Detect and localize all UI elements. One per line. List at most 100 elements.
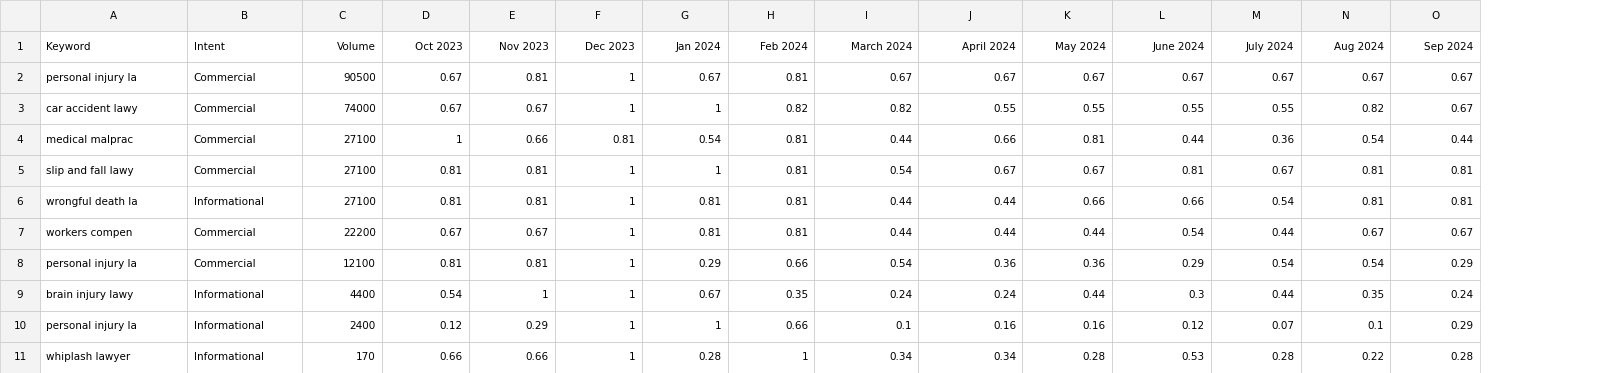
Text: 0.36: 0.36: [994, 259, 1016, 269]
Text: Volume: Volume: [338, 42, 376, 51]
Bar: [1211, 124, 1301, 156]
Text: 0.35: 0.35: [786, 290, 808, 300]
Text: 0.44: 0.44: [994, 197, 1016, 207]
Bar: [728, 342, 814, 373]
Bar: [642, 311, 728, 342]
Text: May 2024: May 2024: [1054, 42, 1106, 51]
Bar: [642, 156, 728, 186]
Bar: [1211, 0, 1301, 31]
Text: Informational: Informational: [194, 322, 264, 331]
Text: 1: 1: [629, 73, 635, 83]
Bar: [1112, 217, 1211, 249]
Text: brain injury lawy: brain injury lawy: [46, 290, 134, 300]
Bar: [0, 342, 40, 373]
Bar: [469, 62, 555, 93]
Bar: [40, 186, 187, 217]
Text: 0.53: 0.53: [1182, 352, 1205, 363]
Text: 1: 1: [629, 166, 635, 176]
Bar: [1022, 342, 1112, 373]
Text: 0.67: 0.67: [994, 73, 1016, 83]
Bar: [0, 31, 40, 62]
Text: March 2024: March 2024: [851, 42, 912, 51]
Text: 1: 1: [629, 322, 635, 331]
Bar: [469, 311, 555, 342]
Bar: [814, 342, 918, 373]
Bar: [382, 217, 469, 249]
Bar: [1022, 62, 1112, 93]
Bar: [0, 217, 40, 249]
Text: Keyword: Keyword: [46, 42, 91, 51]
Bar: [382, 280, 469, 311]
Text: April 2024: April 2024: [962, 42, 1016, 51]
Text: 0.81: 0.81: [786, 228, 808, 238]
Text: workers compen: workers compen: [46, 228, 133, 238]
Bar: [555, 0, 642, 31]
Bar: [642, 62, 728, 93]
Text: 0.54: 0.54: [1272, 197, 1294, 207]
Bar: [1022, 93, 1112, 124]
Bar: [918, 217, 1022, 249]
Bar: [1022, 156, 1112, 186]
Text: 0.81: 0.81: [613, 135, 635, 145]
Text: 0.81: 0.81: [1451, 197, 1474, 207]
Bar: [1301, 342, 1390, 373]
Text: 0.28: 0.28: [699, 352, 722, 363]
Text: whiplash lawyer: whiplash lawyer: [46, 352, 131, 363]
Bar: [814, 124, 918, 156]
Bar: [918, 280, 1022, 311]
Bar: [382, 93, 469, 124]
Bar: [814, 280, 918, 311]
Bar: [1301, 186, 1390, 217]
Text: L: L: [1158, 10, 1165, 21]
Text: 1: 1: [629, 228, 635, 238]
Text: 10: 10: [13, 322, 27, 331]
Bar: [814, 31, 918, 62]
Bar: [642, 342, 728, 373]
Text: Jan 2024: Jan 2024: [675, 42, 722, 51]
Text: 0.55: 0.55: [1182, 104, 1205, 114]
Text: medical malprac: medical malprac: [46, 135, 133, 145]
Text: 1: 1: [629, 197, 635, 207]
Text: 0.81: 0.81: [786, 73, 808, 83]
Text: 1: 1: [456, 135, 462, 145]
Text: 2: 2: [16, 73, 24, 83]
Text: Nov 2023: Nov 2023: [499, 42, 549, 51]
Text: Commercial: Commercial: [194, 73, 256, 83]
Text: Commercial: Commercial: [194, 259, 256, 269]
Bar: [187, 156, 302, 186]
Text: 0.16: 0.16: [994, 322, 1016, 331]
Text: 1: 1: [802, 352, 808, 363]
Bar: [1390, 124, 1480, 156]
Text: 0.44: 0.44: [890, 135, 912, 145]
Bar: [1211, 280, 1301, 311]
Bar: [918, 186, 1022, 217]
Bar: [728, 186, 814, 217]
Bar: [1390, 62, 1480, 93]
Bar: [918, 31, 1022, 62]
Text: Commercial: Commercial: [194, 166, 256, 176]
Bar: [40, 93, 187, 124]
Bar: [382, 62, 469, 93]
Bar: [302, 62, 382, 93]
Text: 2400: 2400: [350, 322, 376, 331]
Text: 12100: 12100: [342, 259, 376, 269]
Bar: [187, 311, 302, 342]
Text: 0.67: 0.67: [1451, 73, 1474, 83]
Text: 0.44: 0.44: [994, 228, 1016, 238]
Bar: [469, 186, 555, 217]
Text: H: H: [768, 10, 774, 21]
Bar: [0, 62, 40, 93]
Text: 0.67: 0.67: [526, 228, 549, 238]
Bar: [1301, 62, 1390, 93]
Bar: [814, 311, 918, 342]
Text: Intent: Intent: [194, 42, 224, 51]
Bar: [302, 156, 382, 186]
Bar: [0, 249, 40, 280]
Bar: [728, 217, 814, 249]
Bar: [1390, 31, 1480, 62]
Text: 0.34: 0.34: [994, 352, 1016, 363]
Bar: [382, 311, 469, 342]
Text: 0.82: 0.82: [890, 104, 912, 114]
Bar: [642, 93, 728, 124]
Text: 3: 3: [16, 104, 24, 114]
